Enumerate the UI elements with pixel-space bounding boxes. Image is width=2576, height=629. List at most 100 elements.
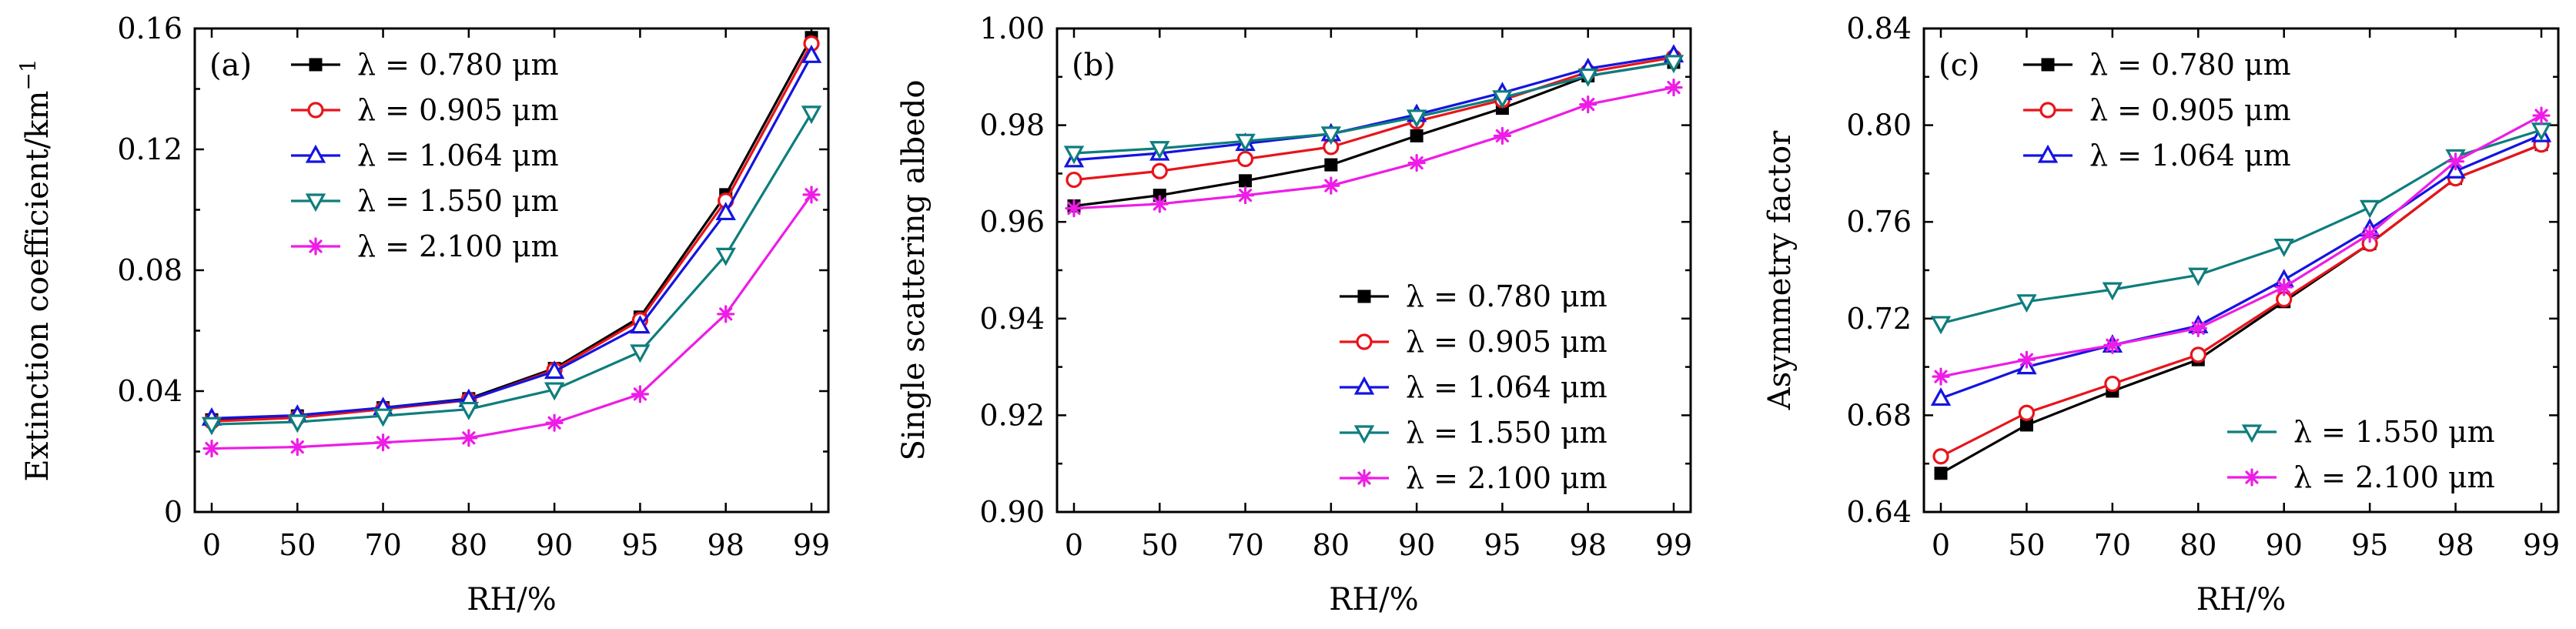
y-tick-label: 0.94: [979, 302, 1045, 336]
data-point: [1493, 126, 1512, 146]
data-point: [1664, 79, 1683, 97]
y-axis-title-group: Asymmetry factor: [1762, 130, 1798, 410]
data-point: [1065, 199, 1083, 218]
data-point: [2018, 404, 2036, 421]
data-point: [545, 413, 564, 432]
legend-marker-icon: [309, 58, 323, 72]
data-point: [2273, 239, 2294, 257]
x-tick-label: 99: [2523, 528, 2560, 562]
data-point: [2103, 336, 2122, 354]
x-tick-label: 50: [279, 528, 316, 562]
x-axis: 0 50 70 80 90 95 98 99: [1932, 28, 2560, 562]
data-point: [1407, 153, 1426, 172]
legend-item: λ = 1.550 μm: [1340, 416, 1607, 450]
y-tick-label: 0.08: [117, 253, 182, 287]
legend-label: λ = 0.905 μm: [2089, 93, 2291, 127]
data-point: [202, 439, 221, 458]
data-point: [2104, 375, 2121, 393]
y-axis-title: Asymmetry factor: [1762, 130, 1798, 410]
series-line: [1073, 61, 1674, 208]
y-tick-label: 0.76: [1846, 205, 1912, 239]
panel-label: (a): [209, 48, 252, 83]
data-point: [288, 438, 306, 457]
legend-label: λ = 1.064 μm: [2089, 139, 2291, 172]
data-point: [801, 105, 822, 125]
data-point: [715, 202, 736, 221]
legend-label: λ = 1.550 μm: [2293, 415, 2495, 449]
y-axis: 0 0.04 0.08 0.12 0.16: [117, 12, 828, 529]
series-line: [1073, 61, 1674, 155]
data-point: [1577, 68, 1598, 87]
y-tick-label: 1.00: [979, 12, 1045, 45]
legend-marker-icon: [305, 193, 326, 212]
legend-label: λ = 1.064 μm: [357, 139, 559, 172]
legend-marker-icon: [1353, 376, 1375, 395]
y-axis: 0.90 0.92 0.94 0.96 0.98 1.00: [979, 12, 1691, 529]
data-point: [544, 382, 565, 401]
y-tick-label: 0.98: [979, 109, 1045, 142]
legend-marker-icon: [2243, 468, 2261, 487]
x-tick-label: 90: [1398, 528, 1435, 562]
legend-item: λ = 1.064 μm: [1340, 370, 1607, 404]
x-tick-label: 95: [621, 528, 658, 562]
legend-item: λ = 1.550 μm: [2227, 415, 2495, 449]
y-tick-label: 0: [164, 495, 182, 529]
data-point: [201, 417, 222, 436]
y-axis-title-group: Extinction coefficient/km−1: [15, 59, 55, 481]
data-point: [2017, 350, 2036, 369]
y-axis-title: Single scattering albedo: [896, 80, 932, 461]
data-point: [2188, 267, 2209, 286]
x-tick-label: 70: [1226, 528, 1263, 562]
x-tick-label: 95: [2351, 528, 2388, 562]
data-point: [1066, 171, 1082, 189]
data-point: [2016, 294, 2037, 313]
series-line: [211, 193, 813, 450]
x-tick-label: 0: [202, 528, 221, 562]
y-tick-label: 0.16: [117, 12, 182, 45]
series-line: [1940, 143, 2542, 458]
x-tick-label: 80: [2180, 528, 2216, 562]
legend-label: λ = 0.780 μm: [357, 48, 559, 82]
data-point: [802, 186, 821, 204]
legend-label: λ = 2.100 μm: [2293, 460, 2495, 494]
x-axis-title: RH/%: [2196, 582, 2286, 617]
legend-item: λ = 2.100 μm: [1340, 461, 1607, 495]
legend-label: λ = 2.100 μm: [1406, 461, 1607, 495]
legend-marker-icon: [307, 102, 324, 119]
legend-label: λ = 1.064 μm: [1406, 370, 1607, 404]
legend-label: λ = 1.550 μm: [1406, 416, 1607, 450]
y-tick-label: 0.92: [979, 398, 1045, 432]
x-tick-label: 99: [1655, 528, 1692, 562]
x-tick-label: 70: [364, 528, 401, 562]
x-tick-label: 99: [793, 528, 830, 562]
legend: λ = 0.780 μm λ = 0.905 μm λ = 1.064 μm λ = …: [2023, 48, 2495, 494]
series-3: [1063, 55, 1684, 165]
legend-item: λ = 1.064 μm: [291, 139, 559, 172]
legend: λ = 0.780 μm λ = 0.905 μm λ = 1.064 μm λ = …: [291, 48, 559, 263]
y-axis-title-superscript: −1: [15, 59, 41, 90]
legend-marker-icon: [2039, 102, 2056, 119]
data-point: [2275, 278, 2293, 296]
data-point: [2360, 225, 2379, 243]
legend-marker-icon: [1356, 333, 1373, 350]
x-axis: 0 50 70 80 90 95 98 99: [1065, 28, 1692, 562]
legend-label: λ = 0.905 μm: [1406, 325, 1607, 359]
data-point: [2102, 282, 2123, 301]
series-line: [1073, 86, 1674, 210]
y-tick-label: 0.80: [1846, 109, 1912, 142]
data-point: [287, 414, 308, 433]
legend-marker-icon: [1357, 289, 1371, 303]
x-tick-label: 0: [1932, 528, 1950, 562]
y-tick-label: 0.72: [1846, 302, 1912, 336]
x-tick-label: 70: [2094, 528, 2131, 562]
x-tick-label: 98: [2437, 528, 2474, 562]
series-line: [1073, 56, 1674, 182]
data-point: [460, 429, 478, 447]
data-point: [1236, 186, 1255, 205]
data-point: [1320, 126, 1342, 146]
chart-panel-2: 0.64 0.68 0.72 0.76 0.80 0.84 0 50 70 80 90 95 98 99 R…: [1762, 12, 2560, 617]
y-axis-title: Extinction coefficient/km−1: [15, 59, 55, 481]
legend-marker-icon: [2241, 424, 2263, 443]
data-point: [1930, 316, 1952, 335]
